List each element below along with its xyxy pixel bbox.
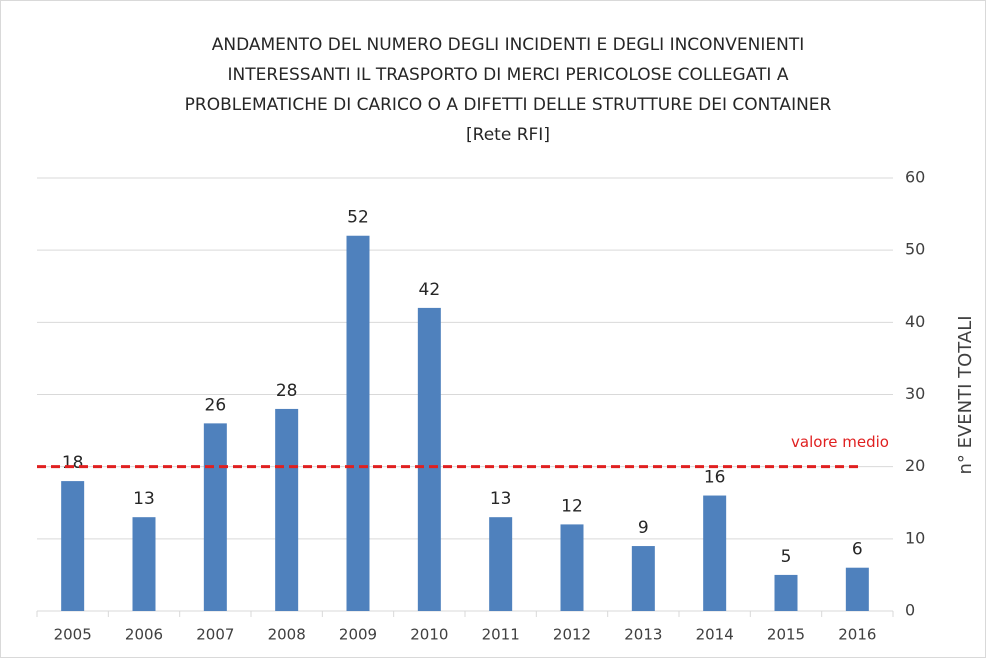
- y-tick-label: 20: [905, 456, 925, 475]
- x-tick-label: 2007: [196, 626, 234, 644]
- data-label: 26: [205, 395, 227, 415]
- x-tick-label: 2006: [125, 626, 163, 644]
- data-label: 18: [62, 453, 84, 473]
- y-axis-label: n° EVENTI TOTALI: [955, 315, 976, 474]
- data-label: 16: [704, 468, 726, 488]
- data-label: 13: [133, 489, 155, 509]
- data-label: 42: [419, 280, 441, 300]
- bar: [61, 481, 85, 611]
- y-tick-label: 60: [905, 168, 925, 187]
- bar: [774, 574, 798, 611]
- x-tick-label: 2012: [553, 626, 591, 644]
- chart-title: ANDAMENTO DEL NUMERO DEGLI INCIDENTI E D…: [212, 35, 805, 55]
- data-label: 6: [852, 540, 863, 560]
- data-label: 52: [347, 208, 369, 228]
- bar: [275, 408, 299, 611]
- x-tick-label: 2005: [54, 626, 92, 644]
- x-tick-label: 2010: [410, 626, 448, 644]
- y-tick-label: 50: [905, 240, 925, 259]
- data-label: 5: [781, 547, 792, 567]
- bar: [489, 517, 513, 611]
- reference-label: valore medio: [791, 433, 889, 451]
- bar: [417, 307, 441, 611]
- chart-title: [Rete RFI]: [466, 125, 550, 145]
- data-label: 9: [638, 518, 649, 538]
- data-label: 12: [561, 496, 583, 516]
- x-tick-label: 2014: [696, 626, 734, 644]
- bar: [560, 524, 584, 611]
- chart-title: PROBLEMATICHE DI CARICO O A DIFETTI DELL…: [185, 95, 832, 115]
- x-tick-label: 2013: [624, 626, 662, 644]
- bar: [631, 546, 655, 611]
- x-tick-label: 2015: [767, 626, 805, 644]
- x-tick-label: 2011: [482, 626, 520, 644]
- bar: [703, 495, 727, 611]
- x-tick-label: 2016: [838, 626, 876, 644]
- y-tick-label: 0: [905, 601, 915, 620]
- x-tick-label: 2009: [339, 626, 377, 644]
- bar: [132, 517, 156, 611]
- chart-title: INTERESSANTI IL TRASPORTO DI MERCI PERIC…: [228, 65, 789, 85]
- bar: [845, 567, 869, 611]
- bar: [203, 423, 227, 611]
- x-tick-label: 2008: [268, 626, 306, 644]
- y-tick-label: 30: [905, 384, 925, 403]
- data-label: 13: [490, 489, 512, 509]
- y-tick-label: 10: [905, 528, 925, 547]
- y-tick-label: 40: [905, 312, 925, 331]
- bar: [346, 235, 370, 611]
- data-label: 28: [276, 381, 298, 401]
